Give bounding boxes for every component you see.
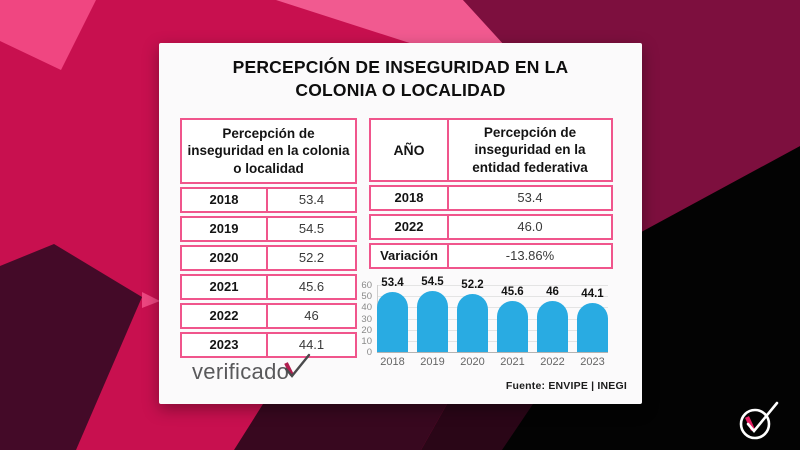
table-row: 2018 53.4: [180, 186, 357, 213]
value-cell: 44.1: [298, 337, 325, 353]
page-title-line2: COLONIA O LOCALIDAD: [295, 80, 506, 101]
value-column-header: Percepción de inseguridad en la entidad …: [472, 125, 588, 175]
table-row: 2022 46: [180, 302, 357, 329]
value-cell: 45.6: [298, 279, 325, 295]
y-axis-tick-label: 30: [361, 313, 372, 325]
gridline: [377, 296, 608, 298]
colonia-table-header: Percepción de inseguridad en la colonia …: [180, 118, 357, 184]
entidad-table-header-row: AÑO Percepción de inseguridad en la enti…: [369, 118, 613, 182]
bar: [537, 300, 568, 352]
bottom-plum-shape: [421, 404, 533, 450]
value-cell: 46.0: [517, 219, 543, 235]
bar-chart: 0 10 20 30 40 50 60 53.4 2018 54.5 2019 52.2 2020 45.…: [357, 268, 625, 378]
table-row: 2023 44.1: [180, 331, 357, 358]
bar-value-label: 54.5: [421, 276, 444, 289]
entidad-table: AÑO Percepción de inseguridad en la enti…: [369, 118, 613, 272]
verificado-wordmark-text: verificado: [192, 359, 290, 384]
x-axis-tick-label: 2019: [420, 356, 445, 368]
year-cell: 2020: [182, 246, 268, 269]
diagonal-stripe-shape: [276, 0, 506, 46]
x-axis-tick-label: 2023: [580, 356, 605, 368]
bar: [497, 301, 528, 352]
bar: [457, 293, 488, 352]
verificado-wordmark: verificado: [192, 353, 311, 385]
year-cell: 2018: [182, 188, 268, 211]
bar-value-label: 45.6: [501, 286, 524, 299]
gridline: [377, 285, 608, 286]
year-cell: 2023: [182, 333, 268, 356]
bar: [577, 302, 608, 352]
table-row: 2022 46.0: [369, 213, 613, 240]
year-cell: 2019: [182, 217, 268, 240]
y-axis-tick-label: 0: [366, 347, 372, 358]
x-axis-line: [377, 352, 608, 353]
dark-left-triangle: [0, 244, 142, 450]
variation-value-cell: -13.86%: [505, 248, 555, 264]
table-row: 2018 53.4: [369, 184, 613, 211]
year-cell: 2022: [371, 215, 449, 238]
value-cell: 52.2: [298, 250, 325, 266]
verificado-badge-icon: [739, 401, 779, 440]
x-axis-tick-label: 2020: [460, 356, 485, 368]
value-cell: 53.4: [517, 190, 543, 206]
y-axis-tick-label: 10: [361, 335, 372, 347]
year-column-header: AÑO: [371, 120, 449, 180]
table-row: 2020 52.2: [180, 244, 357, 271]
bottom-dark-shape: [234, 404, 447, 450]
gridline: [377, 329, 608, 331]
value-cell: 54.5: [298, 221, 325, 237]
page-title: PERCEPCIÓN DE INSEGURIDAD EN LA COLONIA …: [159, 56, 642, 102]
table-row: 2021 45.6: [180, 273, 357, 300]
gridline: [377, 340, 608, 342]
source-caption: Fuente: ENVIPE | INEGI: [505, 380, 627, 392]
x-axis-tick-label: 2021: [500, 356, 525, 368]
x-axis-tick-label: 2022: [540, 356, 565, 368]
page-title-line1: PERCEPCIÓN DE INSEGURIDAD EN LA: [232, 57, 569, 77]
table-row: Variación -13.86%: [369, 242, 613, 269]
pink-sliver-shape: [142, 292, 160, 308]
year-cell: 2021: [182, 275, 268, 298]
value-cell: 46: [304, 308, 319, 324]
bar: [377, 292, 408, 352]
y-axis-tick-label: 60: [361, 280, 372, 291]
brand-checkmark-icon: [284, 353, 311, 378]
gridline: [377, 307, 608, 309]
bar-value-label: 53.4: [381, 277, 404, 290]
table-row: 2019 54.5: [180, 215, 357, 242]
bar-value-label: 52.2: [461, 278, 484, 291]
info-card: PERCEPCIÓN DE INSEGURIDAD EN LA COLONIA …: [159, 43, 642, 404]
year-cell: 2018: [371, 186, 449, 209]
bar-value-label: 46: [546, 285, 559, 298]
x-axis-tick-label: 2018: [380, 356, 405, 368]
y-axis-tick-label: 20: [361, 324, 372, 336]
colonia-table: Percepción de inseguridad en la colonia …: [180, 118, 357, 361]
year-cell: 2022: [182, 304, 268, 327]
bar-value-label: 44.1: [581, 287, 604, 300]
y-axis-tick-label: 50: [361, 291, 372, 303]
corner-pink-shape: [0, 0, 96, 70]
value-cell: 53.4: [298, 192, 325, 208]
y-axis-tick-label: 40: [361, 302, 372, 314]
bar: [417, 291, 448, 352]
gridline: [377, 318, 608, 320]
variation-label-cell: Variación: [371, 244, 449, 267]
